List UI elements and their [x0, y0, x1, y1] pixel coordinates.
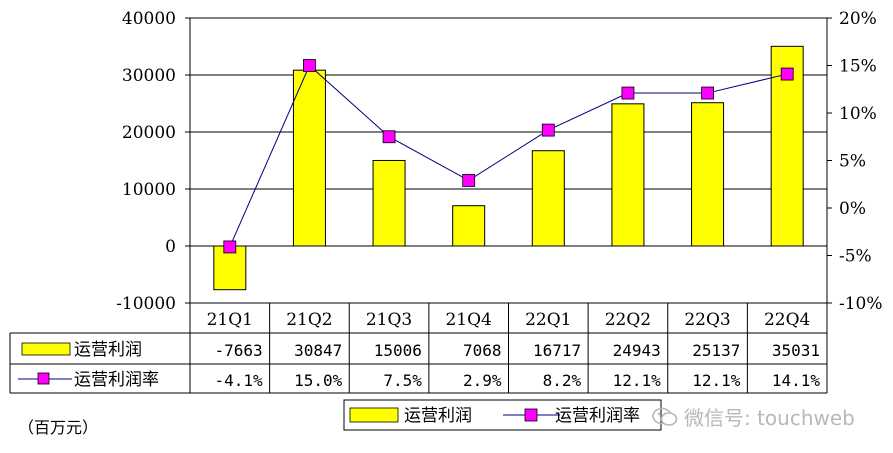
line-point [382, 130, 396, 144]
table-cell-margin: 2.9% [463, 371, 502, 390]
row-key-bar [21, 342, 71, 356]
right-tick-label: -10% [839, 294, 883, 314]
plot-frame [189, 17, 828, 304]
line-point [541, 123, 555, 137]
right-tick-label: -5% [839, 247, 872, 267]
line-point [303, 59, 316, 72]
table-cell-profit: 35031 [772, 341, 820, 360]
line-point [621, 86, 635, 100]
left-tick-label: -10000 [116, 294, 176, 314]
category-label: 21Q4 [445, 310, 491, 330]
bar [611, 103, 645, 247]
right-tick-label: 0% [839, 199, 866, 219]
bar [452, 205, 486, 247]
legend-label-margin: 运营利润率 [555, 406, 640, 426]
category-label: 22Q2 [605, 310, 651, 330]
table-cell-margin: 7.5% [383, 371, 422, 390]
table-cell-profit: 16717 [533, 341, 581, 360]
category-label: 21Q3 [366, 310, 412, 330]
table-cell-margin: -4.1% [214, 371, 263, 390]
bar [372, 159, 406, 247]
left-tick-label: 20000 [122, 123, 176, 143]
table-cell-margin: 14.1% [772, 371, 821, 390]
row-key-marker [37, 372, 50, 385]
table-cell-profit: 24943 [613, 341, 661, 360]
category-label: 21Q1 [207, 310, 253, 330]
category-label: 21Q2 [286, 310, 332, 330]
table-cell-profit: 25137 [692, 341, 740, 360]
legend-key-bar [349, 407, 399, 423]
bar [292, 69, 326, 247]
table-cell-profit: 15006 [374, 341, 422, 360]
watermark-text: 微信号: touchweb [684, 406, 855, 430]
line-point [462, 174, 476, 187]
line-point [780, 67, 794, 81]
right-tick-label: 10% [839, 104, 877, 124]
left-tick-label: 10000 [122, 180, 176, 200]
wechat-icon [652, 407, 678, 426]
category-label: 22Q1 [525, 310, 571, 330]
left-tick-label: 40000 [122, 9, 176, 29]
legend-label-profit: 运营利润 [404, 406, 472, 426]
right-tick-label: 20% [839, 9, 877, 29]
table-cell-margin: 12.1% [692, 371, 741, 390]
line-point [223, 240, 237, 254]
left-tick-label: 0 [165, 237, 176, 257]
row-label-operating-margin: 运营利润率 [74, 370, 159, 390]
right-tick-label: 15% [839, 57, 877, 77]
row-label-operating-profit: 运营利润 [74, 340, 142, 360]
bar [691, 102, 725, 247]
table-cell-margin: 15.0% [294, 371, 343, 390]
left-tick-label: 30000 [122, 66, 176, 86]
bar [531, 150, 565, 247]
unit-label: （百万元） [18, 418, 99, 437]
category-label: 22Q4 [764, 310, 810, 330]
category-label: 22Q3 [684, 310, 730, 330]
watermark: 微信号: touchweb [652, 402, 855, 431]
table-cell-margin: 8.2% [543, 371, 582, 390]
line-point [701, 86, 714, 100]
table-cell-profit: 7068 [463, 341, 502, 360]
table-cell-profit: 30847 [294, 341, 342, 360]
series-line [229, 64, 788, 248]
table-cell-margin: 12.1% [613, 371, 662, 390]
legend-key-marker [524, 408, 538, 422]
right-tick-label: 5% [839, 152, 866, 172]
table-cell-profit: -7663 [214, 341, 262, 360]
